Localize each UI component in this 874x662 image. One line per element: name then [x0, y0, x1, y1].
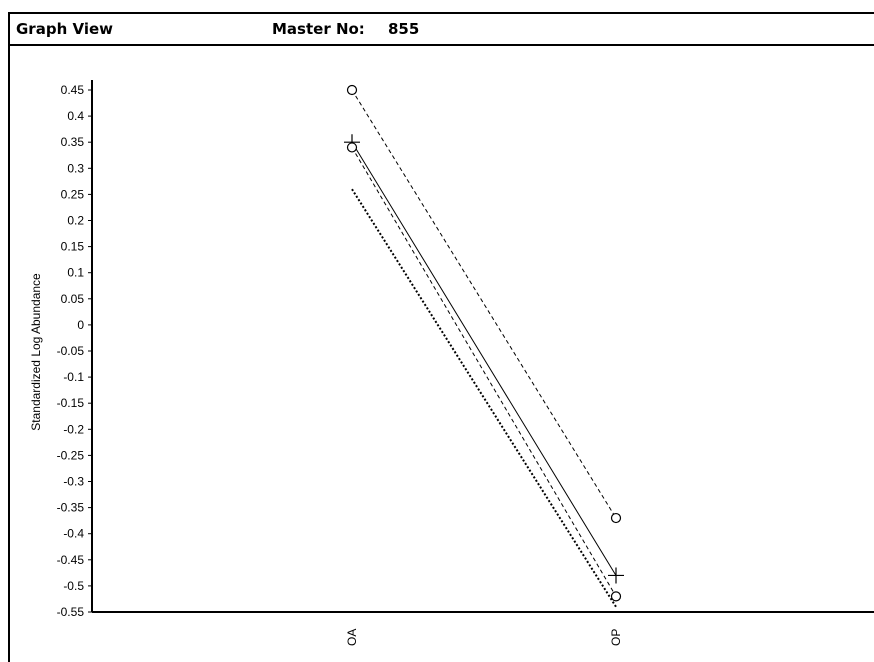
x-tick-label: OA: [345, 629, 359, 646]
y-tick-label: -0.15: [57, 396, 85, 410]
y-axis-label: Standardized Log Abundance: [29, 273, 43, 431]
y-ticks: 0.45 0.4 0.35 0.3 0.25 0.2 0.15 0.1 0.05 0 -0.05 -0…: [57, 83, 92, 619]
data-point-circle: [612, 592, 621, 601]
data-point-circle: [348, 143, 357, 152]
data-point-circle: [348, 86, 357, 95]
series-group: [344, 86, 624, 607]
y-tick-label: 0.05: [61, 292, 85, 306]
series-line: [352, 189, 616, 607]
series-line: [352, 147, 616, 596]
series-line: [352, 142, 616, 575]
y-tick-label: -0.55: [57, 605, 85, 619]
y-tick-label: 0.45: [61, 83, 85, 97]
data-point-plus: [608, 567, 624, 583]
y-tick-label: -0.45: [57, 553, 85, 567]
y-tick-label: -0.4: [63, 527, 84, 541]
y-tick-label: -0.1: [63, 370, 84, 384]
y-tick-label: -0.2: [63, 422, 84, 436]
y-tick-label: -0.35: [57, 501, 85, 515]
x-ticks: OA OP: [345, 629, 623, 646]
y-tick-label: 0.3: [67, 161, 84, 175]
y-tick-label: -0.05: [57, 344, 85, 358]
y-tick-label: 0.2: [67, 214, 84, 228]
y-tick-label: 0.15: [61, 240, 85, 254]
y-tick-label: 0.1: [67, 266, 84, 280]
y-tick-label: 0.4: [67, 109, 84, 123]
series-line: [352, 90, 616, 518]
x-tick-label: OP: [609, 629, 623, 646]
y-tick-label: -0.3: [63, 475, 84, 489]
y-tick-label: 0: [77, 318, 84, 332]
data-point-circle: [612, 514, 621, 523]
y-tick-label: -0.5: [63, 579, 84, 593]
y-tick-label: 0.25: [61, 187, 85, 201]
y-tick-label: -0.25: [57, 448, 85, 462]
y-tick-label: 0.35: [61, 135, 85, 149]
